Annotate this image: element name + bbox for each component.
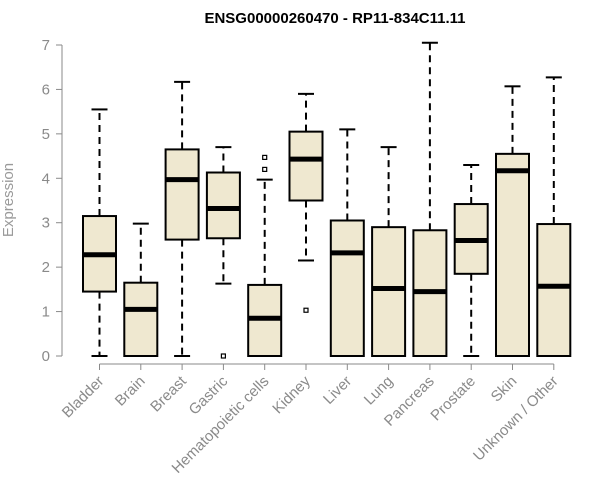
y-axis: 0 1 2 3 4 5 6 7	[42, 37, 63, 365]
iqr-box	[205, 171, 241, 240]
x-tick-label: Prostate	[427, 373, 479, 425]
y-tick-label: 0	[42, 348, 50, 365]
outlier-point	[262, 166, 268, 172]
iqr-box	[288, 130, 324, 202]
x-tick-label: Brain	[112, 373, 149, 410]
y-axis-label: Expression	[0, 163, 17, 237]
outlier-point	[303, 307, 309, 313]
iqr-box	[495, 152, 530, 357]
x-tick-label: Skin	[488, 373, 521, 406]
x-tick-label: Liver	[320, 373, 355, 408]
y-tick-label: 1	[42, 304, 50, 321]
box-liver	[329, 128, 365, 357]
box-unknown-other	[536, 76, 572, 357]
iqr-box	[123, 281, 159, 358]
outlier-point	[262, 154, 268, 161]
iqr-box	[164, 148, 200, 241]
y-tick-label: 7	[42, 37, 50, 54]
plot-area	[82, 41, 572, 359]
iqr-box	[329, 219, 365, 357]
outlier-point	[220, 353, 226, 359]
iqr-box	[371, 226, 407, 357]
x-tick-label: Bladder	[59, 373, 108, 422]
box-lung	[371, 146, 407, 357]
box-breast	[164, 80, 200, 357]
y-tick-label: 5	[42, 126, 50, 143]
y-tick-label: 6	[42, 81, 50, 98]
box-bladder	[82, 108, 117, 357]
box-prostate	[453, 163, 489, 357]
box-skin	[495, 85, 530, 357]
y-tick-label: 2	[42, 259, 50, 276]
box-pancreas	[412, 41, 448, 357]
box-gastric	[205, 146, 241, 359]
box-kidney	[288, 92, 324, 313]
x-tick-label: Lung	[361, 373, 397, 409]
x-tick-label: Breast	[147, 372, 190, 415]
box-brain	[123, 222, 159, 358]
iqr-box	[536, 223, 572, 357]
x-tick-label: Kidney	[269, 372, 314, 417]
box-hematopoietic-cells	[247, 154, 283, 357]
chart-title: ENSG00000260470 - RP11-834C11.11	[204, 10, 465, 27]
y-tick-label: 3	[42, 215, 50, 232]
y-tick-label: 4	[42, 170, 50, 187]
